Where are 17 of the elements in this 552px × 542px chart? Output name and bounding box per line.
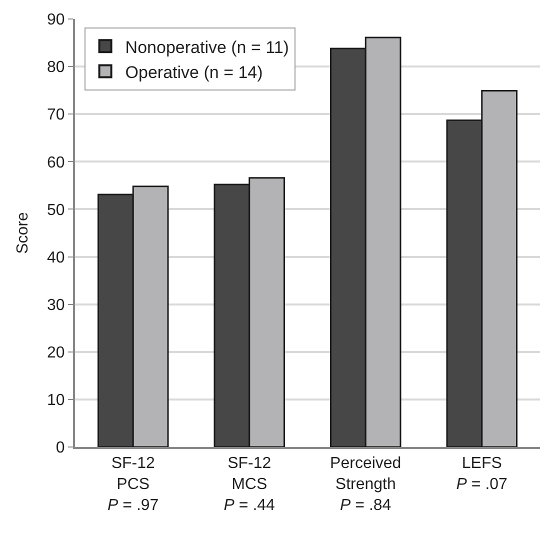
y-tick-label: 20 [47,344,65,362]
y-tick-label: 30 [47,296,65,314]
x-tick-label: Perceived Strength P = .84 [330,455,402,514]
x-tick-label: LEFS P = .07 [456,455,508,493]
legend-label: Operative (n = 14) [125,62,263,82]
y-tick-label: 90 [47,12,65,29]
y-tick-label: 40 [47,249,65,266]
y-tick-label: 80 [47,59,65,76]
y-tick-label: 50 [47,202,65,219]
x-tick-label: SF-12 PCS P = .97 [108,455,159,514]
x-tick-label: SF-12 MCS P = .44 [224,455,276,514]
y-tick-label: 10 [47,392,65,410]
y-tick-label: 60 [47,154,65,172]
y-tick-label: 0 [56,440,65,457]
legend-label: Nonoperative (n = 11) [125,38,289,57]
y-axis-title: Score [14,212,32,254]
y-tick-label: 70 [47,106,65,124]
